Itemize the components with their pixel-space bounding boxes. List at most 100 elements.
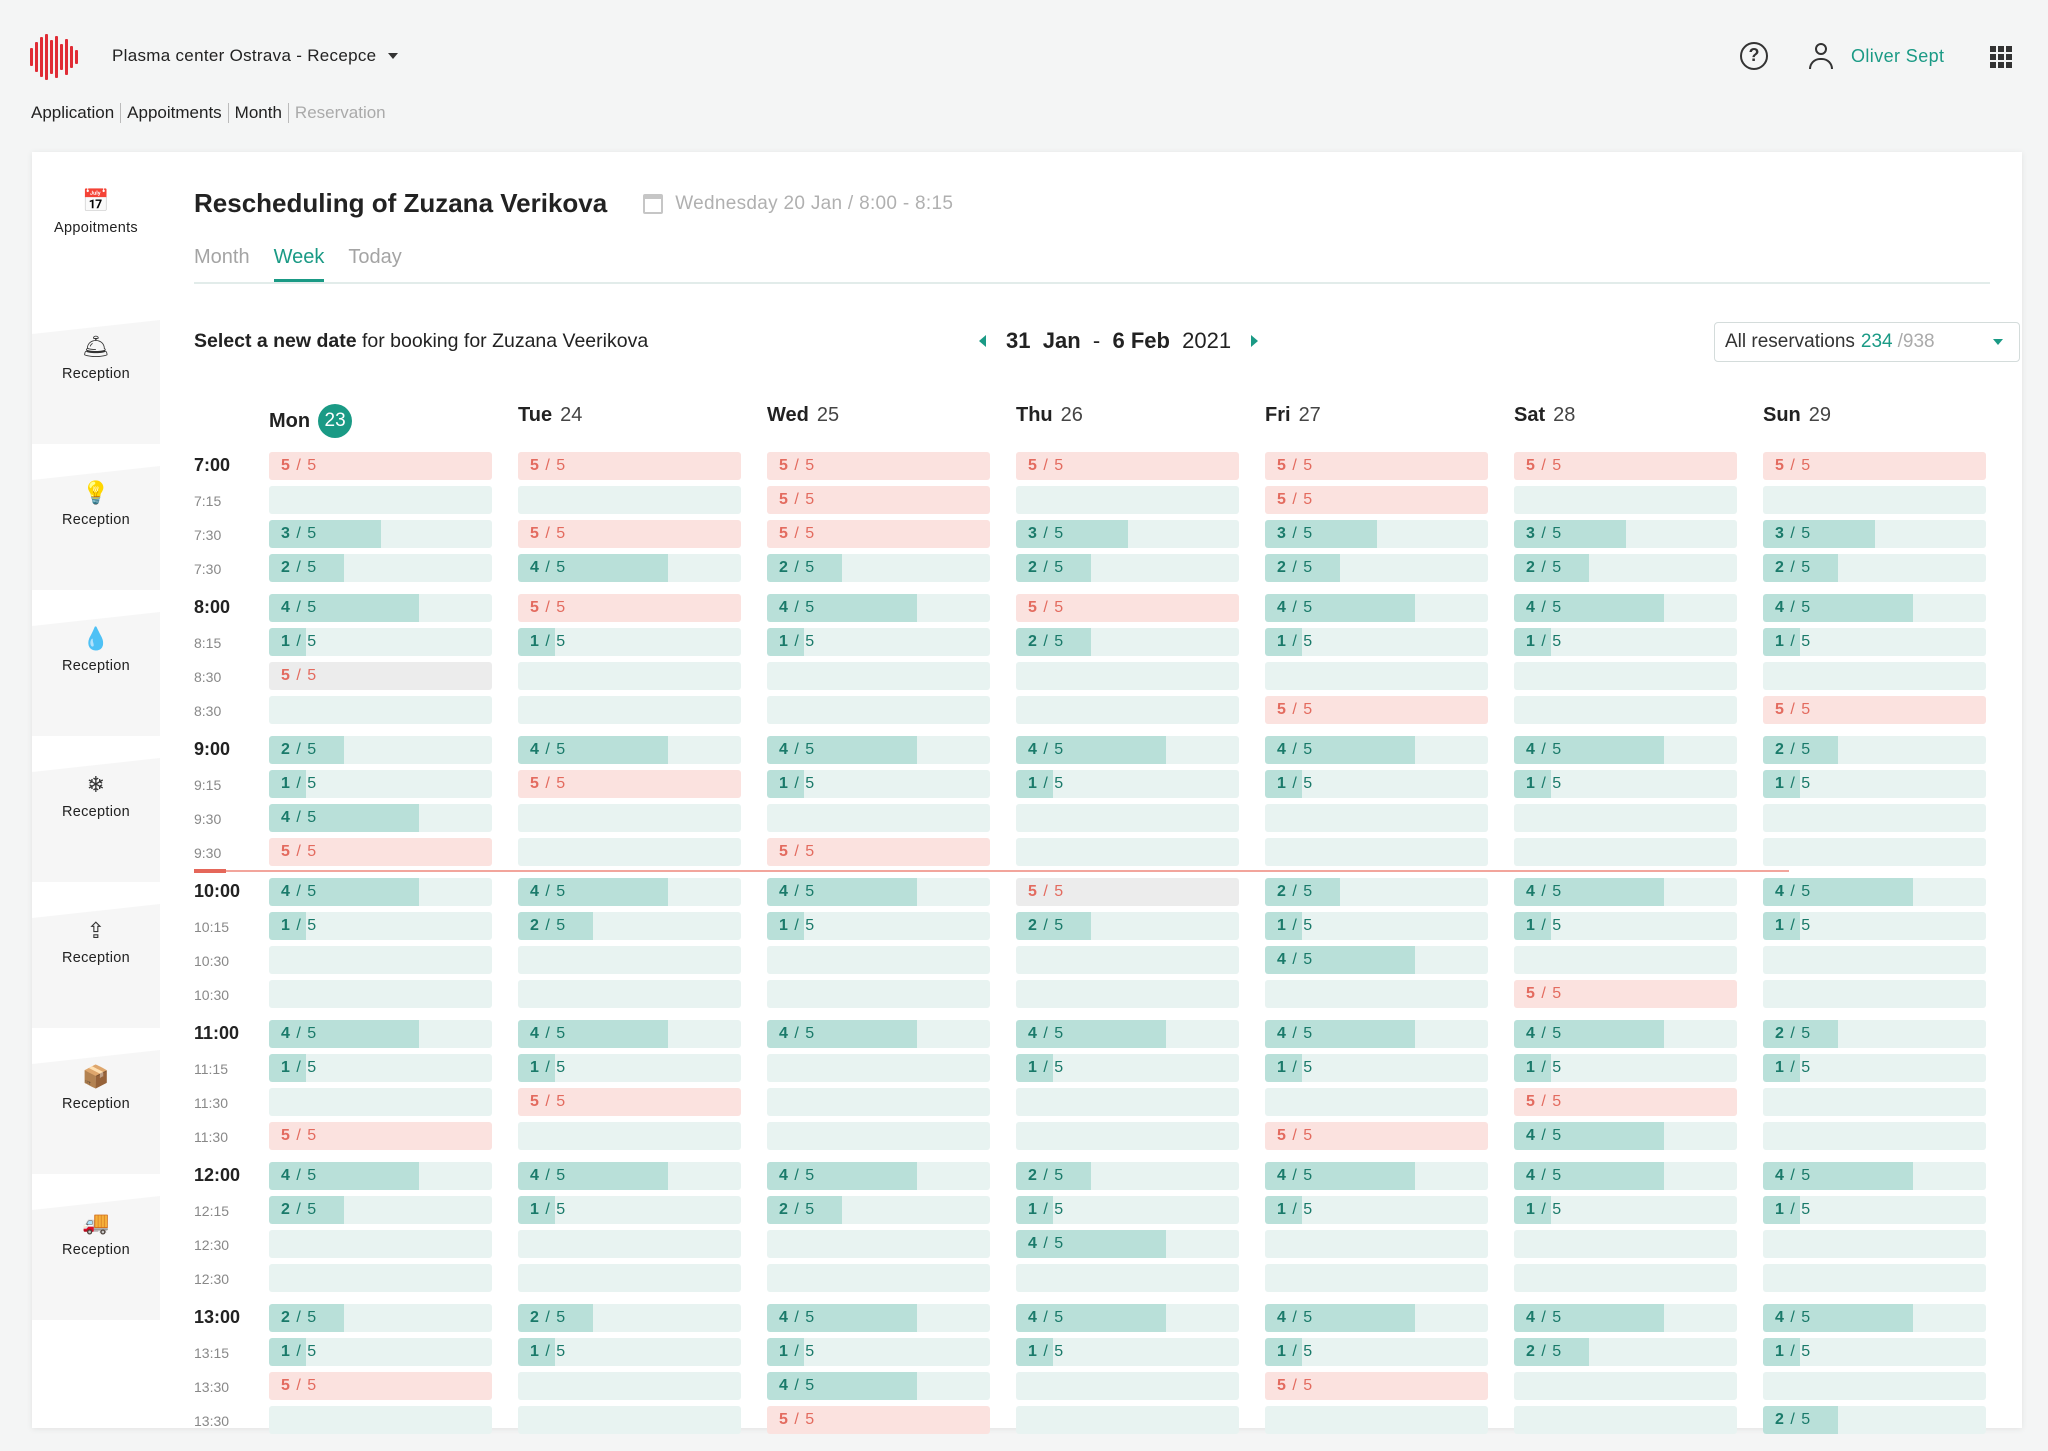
time-slot[interactable] bbox=[518, 804, 741, 832]
time-slot[interactable]: 5 / 5 bbox=[1016, 878, 1239, 906]
time-slot[interactable] bbox=[767, 946, 990, 974]
time-slot[interactable]: 1 / 5 bbox=[1016, 1196, 1239, 1224]
time-slot[interactable] bbox=[1265, 1406, 1488, 1434]
time-slot[interactable]: 4 / 5 bbox=[1265, 946, 1488, 974]
time-slot[interactable] bbox=[1016, 1264, 1239, 1292]
time-slot[interactable]: 4 / 5 bbox=[767, 1020, 990, 1048]
time-slot[interactable] bbox=[1763, 662, 1986, 690]
time-slot[interactable] bbox=[1265, 662, 1488, 690]
time-slot[interactable]: 2 / 5 bbox=[1016, 628, 1239, 656]
time-slot[interactable]: 3 / 5 bbox=[1763, 520, 1986, 548]
time-slot[interactable]: 2 / 5 bbox=[1514, 554, 1737, 582]
sidebar-item-7[interactable]: 🚚 Reception bbox=[32, 1196, 160, 1320]
time-slot[interactable]: 1 / 5 bbox=[767, 770, 990, 798]
time-slot[interactable]: 5 / 5 bbox=[1763, 452, 1986, 480]
sidebar-item-2[interactable]: 💡 Reception bbox=[32, 466, 160, 590]
time-slot[interactable]: 5 / 5 bbox=[767, 1406, 990, 1434]
time-slot[interactable]: 3 / 5 bbox=[1514, 520, 1737, 548]
time-slot[interactable] bbox=[1016, 696, 1239, 724]
time-slot[interactable] bbox=[518, 838, 741, 866]
time-slot[interactable] bbox=[767, 1088, 990, 1116]
time-slot[interactable]: 1 / 5 bbox=[1265, 1196, 1488, 1224]
time-slot[interactable] bbox=[1514, 1230, 1737, 1258]
time-slot[interactable]: 5 / 5 bbox=[269, 662, 492, 690]
time-slot[interactable] bbox=[1016, 486, 1239, 514]
time-slot[interactable]: 1 / 5 bbox=[1265, 770, 1488, 798]
user-icon[interactable] bbox=[1808, 43, 1834, 69]
time-slot[interactable]: 4 / 5 bbox=[1016, 1020, 1239, 1048]
time-slot[interactable]: 1 / 5 bbox=[518, 628, 741, 656]
time-slot[interactable] bbox=[518, 696, 741, 724]
time-slot[interactable] bbox=[1763, 1230, 1986, 1258]
time-slot[interactable]: 5 / 5 bbox=[1265, 486, 1488, 514]
time-slot[interactable]: 5 / 5 bbox=[1514, 452, 1737, 480]
breadcrumb-appointments[interactable]: Appoitments bbox=[120, 103, 228, 123]
time-slot[interactable] bbox=[1016, 946, 1239, 974]
time-slot[interactable] bbox=[1514, 662, 1737, 690]
time-slot[interactable]: 4 / 5 bbox=[1016, 1304, 1239, 1332]
time-slot[interactable]: 4 / 5 bbox=[1514, 736, 1737, 764]
time-slot[interactable]: 5 / 5 bbox=[518, 452, 741, 480]
time-slot[interactable]: 4 / 5 bbox=[269, 878, 492, 906]
time-slot[interactable] bbox=[1016, 1406, 1239, 1434]
time-slot[interactable] bbox=[767, 1230, 990, 1258]
prev-week-icon[interactable] bbox=[979, 335, 986, 347]
time-slot[interactable]: 1 / 5 bbox=[518, 1196, 741, 1224]
time-slot[interactable]: 4 / 5 bbox=[767, 736, 990, 764]
time-slot[interactable]: 5 / 5 bbox=[767, 520, 990, 548]
time-slot[interactable]: 4 / 5 bbox=[1514, 1020, 1737, 1048]
reservations-filter-select[interactable]: All reservations 234 /938 bbox=[1714, 322, 2020, 362]
time-slot[interactable]: 2 / 5 bbox=[1763, 554, 1986, 582]
time-slot[interactable]: 4 / 5 bbox=[1265, 1162, 1488, 1190]
time-slot[interactable] bbox=[1016, 1372, 1239, 1400]
time-slot[interactable] bbox=[269, 1406, 492, 1434]
tab-week[interactable]: Week bbox=[273, 246, 325, 282]
time-slot[interactable] bbox=[1016, 1088, 1239, 1116]
time-slot[interactable]: 4 / 5 bbox=[1016, 1230, 1239, 1258]
time-slot[interactable] bbox=[518, 486, 741, 514]
time-slot[interactable] bbox=[1763, 980, 1986, 1008]
time-slot[interactable]: 5 / 5 bbox=[1514, 980, 1737, 1008]
time-slot[interactable] bbox=[1265, 1264, 1488, 1292]
time-slot[interactable]: 3 / 5 bbox=[1265, 520, 1488, 548]
breadcrumb-application[interactable]: Application bbox=[31, 103, 115, 122]
time-slot[interactable] bbox=[1514, 804, 1737, 832]
time-slot[interactable]: 2 / 5 bbox=[1016, 1162, 1239, 1190]
time-slot[interactable]: 4 / 5 bbox=[1763, 1162, 1986, 1190]
time-slot[interactable]: 2 / 5 bbox=[767, 554, 990, 582]
center-selector[interactable]: Plasma center Ostrava - Recepce bbox=[112, 46, 399, 66]
time-slot[interactable]: 1 / 5 bbox=[269, 912, 492, 940]
brand-logo[interactable] bbox=[30, 34, 86, 80]
time-slot[interactable]: 2 / 5 bbox=[1016, 554, 1239, 582]
time-slot[interactable]: 1 / 5 bbox=[767, 912, 990, 940]
time-slot[interactable]: 5 / 5 bbox=[518, 594, 741, 622]
time-slot[interactable]: 4 / 5 bbox=[1514, 1304, 1737, 1332]
time-slot[interactable] bbox=[1763, 1122, 1986, 1150]
time-slot[interactable]: 4 / 5 bbox=[269, 804, 492, 832]
time-slot[interactable]: 5 / 5 bbox=[518, 1088, 741, 1116]
sidebar-item-1[interactable]: 🛎 Reception bbox=[32, 320, 160, 444]
time-slot[interactable]: 5 / 5 bbox=[767, 838, 990, 866]
time-slot[interactable]: 1 / 5 bbox=[1265, 1338, 1488, 1366]
time-slot[interactable] bbox=[1763, 838, 1986, 866]
time-slot[interactable]: 2 / 5 bbox=[767, 1196, 990, 1224]
time-slot[interactable]: 1 / 5 bbox=[518, 1054, 741, 1082]
time-slot[interactable]: 4 / 5 bbox=[1514, 1162, 1737, 1190]
time-slot[interactable]: 5 / 5 bbox=[269, 452, 492, 480]
time-slot[interactable]: 5 / 5 bbox=[767, 452, 990, 480]
time-slot[interactable]: 1 / 5 bbox=[1514, 770, 1737, 798]
time-slot[interactable] bbox=[1265, 804, 1488, 832]
time-slot[interactable]: 4 / 5 bbox=[767, 1162, 990, 1190]
time-slot[interactable]: 1 / 5 bbox=[269, 628, 492, 656]
time-slot[interactable] bbox=[767, 980, 990, 1008]
tab-today[interactable]: Today bbox=[348, 246, 402, 268]
time-slot[interactable] bbox=[1763, 946, 1986, 974]
time-slot[interactable]: 1 / 5 bbox=[767, 1338, 990, 1366]
apps-grid-icon[interactable] bbox=[1990, 46, 2012, 68]
time-slot[interactable]: 1 / 5 bbox=[1016, 1338, 1239, 1366]
time-slot[interactable]: 2 / 5 bbox=[1016, 912, 1239, 940]
time-slot[interactable]: 2 / 5 bbox=[518, 912, 741, 940]
time-slot[interactable]: 4 / 5 bbox=[518, 1162, 741, 1190]
time-slot[interactable] bbox=[1763, 1264, 1986, 1292]
sidebar-item-0[interactable]: 📅 Appoitments bbox=[32, 188, 160, 298]
